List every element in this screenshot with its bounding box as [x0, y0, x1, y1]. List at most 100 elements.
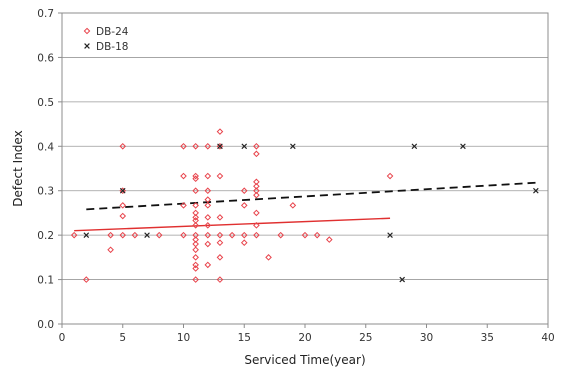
data-point-db24	[192, 276, 199, 283]
data-point-db24	[289, 202, 297, 209]
tick-label-x: 5	[119, 332, 126, 344]
data-point-db24	[155, 231, 163, 239]
data-point-db24	[70, 231, 78, 239]
data-point-db24	[216, 214, 224, 221]
data-point-db18	[387, 232, 393, 238]
legend-label-db18: DB-18	[96, 41, 128, 53]
data-point-db24	[216, 172, 224, 180]
data-point-db24	[204, 187, 212, 195]
data-point-db24	[253, 231, 260, 239]
data-point-db24	[240, 187, 248, 195]
data-point-db18	[290, 143, 296, 150]
data-point-db24	[204, 202, 212, 209]
data-point-db24	[119, 187, 127, 195]
data-point-db24	[204, 222, 212, 229]
tick-label-y: 0.0	[37, 319, 54, 331]
y-axis-title: Defect Index	[11, 130, 25, 206]
data-point-db24	[253, 142, 260, 150]
data-point-db24	[192, 246, 199, 254]
data-point-db18	[83, 232, 90, 238]
tick-label-y: 0.1	[37, 275, 54, 287]
data-point-db24	[216, 231, 224, 239]
data-point-db24	[216, 128, 224, 135]
tick-label-y: 0.3	[37, 186, 54, 198]
tick-label-y: 0.6	[37, 52, 54, 64]
data-point-db18	[399, 276, 406, 283]
data-point-db18	[411, 143, 418, 150]
legend: DB-24 DB-18	[83, 26, 129, 53]
data-point-db18	[533, 187, 539, 194]
data-point-db24	[253, 187, 260, 195]
data-point-db24	[265, 254, 272, 261]
tick-label-x: 40	[541, 332, 554, 344]
tick-label-x: 35	[481, 332, 494, 344]
data-point-db18	[460, 143, 466, 150]
data-point-db24	[228, 231, 236, 239]
data-point-db24	[253, 150, 260, 158]
plot-area-frame	[61, 12, 549, 325]
data-point-db24	[216, 254, 224, 261]
data-point-db24	[131, 231, 139, 239]
data-point-db24	[325, 236, 333, 243]
data-point-db24	[216, 142, 224, 150]
tick-label-y: 0.5	[37, 97, 54, 109]
tick-label-x: 25	[359, 332, 372, 344]
data-point-db24	[119, 212, 127, 220]
data-point-db24	[107, 246, 114, 254]
legend-marker-db24	[83, 27, 91, 35]
data-point-db24	[204, 240, 212, 248]
data-point-db24	[192, 202, 199, 209]
data-point-db24	[192, 236, 199, 243]
data-point-db24	[204, 172, 212, 180]
data-point-db24	[240, 202, 248, 209]
legend-marker-db18	[84, 43, 90, 49]
x-axis-title: Serviced Time(year)	[244, 353, 365, 367]
legend-marker-db24-shape	[83, 27, 91, 35]
data-point-db24	[180, 172, 187, 180]
gridlines	[62, 57, 548, 280]
trend-line-db18	[86, 181, 536, 211]
data-point-db24	[192, 254, 199, 261]
trend-line-db24	[74, 217, 391, 232]
data-point-db18	[241, 143, 248, 150]
data-point-db24	[192, 209, 199, 217]
tick-label-x: 15	[238, 332, 251, 344]
tick-label-x: 0	[59, 332, 66, 344]
data-point-db24	[386, 172, 394, 180]
data-point-db18	[217, 143, 223, 150]
axis-ticks: 0.0 0.1 0.2 0.3 0.4 0.5 0.6 0.7 0 5 10 15 20 25 30 35 40	[37, 8, 554, 344]
data-point-db24	[313, 231, 321, 239]
data-point-db24	[277, 231, 285, 239]
data-point-db24	[119, 142, 127, 150]
data-point-db24	[192, 172, 199, 180]
data-point-db24	[180, 142, 187, 150]
data-point-db18	[144, 232, 150, 238]
data-point-db24	[107, 231, 114, 239]
tick-label-y: 0.4	[37, 141, 54, 153]
trend-lines	[74, 181, 536, 232]
data-point-db24	[119, 231, 127, 239]
data-point-db24	[192, 187, 199, 195]
data-point-db18	[119, 187, 126, 194]
data-point-db24	[204, 142, 212, 150]
data-point-db24	[253, 182, 260, 190]
tick-label-y: 0.2	[37, 230, 54, 242]
tick-label-x: 20	[298, 332, 311, 344]
tick-label-y: 0.7	[37, 8, 54, 20]
data-point-db24	[192, 142, 199, 150]
data-point-db24	[301, 231, 309, 239]
data-point-db24	[216, 276, 224, 283]
data-point-db24	[82, 276, 90, 283]
data-point-db24	[192, 214, 199, 221]
data-point-db24	[253, 191, 260, 199]
data-point-db24	[204, 231, 212, 239]
data-point-db24	[253, 222, 260, 229]
data-point-db24	[240, 231, 248, 239]
legend-label-db24: DB-24	[96, 26, 129, 38]
data-point-db24	[240, 239, 248, 247]
data-points	[70, 128, 539, 283]
data-point-db24	[204, 261, 212, 269]
tick-label-x: 10	[177, 332, 190, 344]
data-point-db24	[204, 214, 212, 221]
